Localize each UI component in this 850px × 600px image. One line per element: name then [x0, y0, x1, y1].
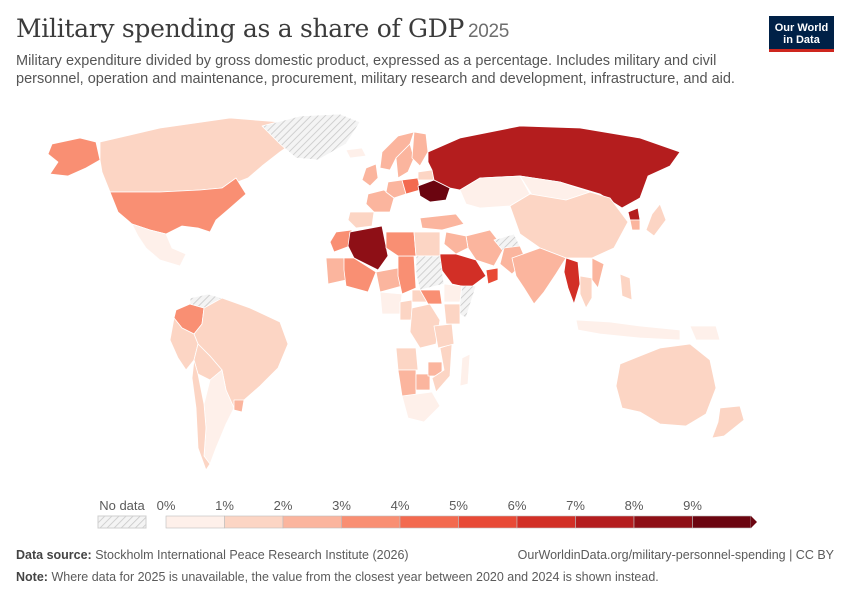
- region-uruguay[interactable]: [233, 399, 245, 413]
- region-philippines[interactable]: [619, 273, 633, 301]
- title-text: Military spending as a share of GDP: [16, 14, 464, 43]
- region-botswana[interactable]: [415, 373, 431, 391]
- logo-line-1: Our World: [774, 22, 829, 34]
- world-map: [47, 113, 745, 471]
- legend-tick-label: 9%: [683, 498, 702, 513]
- owid-logo[interactable]: Our World in Data: [769, 16, 834, 52]
- source-text: Stockholm International Peace Research I…: [95, 548, 409, 562]
- region-sudan[interactable]: [415, 255, 445, 291]
- legend-bin-9[interactable]: [692, 515, 752, 529]
- data-source: Data source: Stockholm International Pea…: [16, 548, 409, 562]
- region-alaska[interactable]: [47, 137, 101, 177]
- region-iceland[interactable]: [345, 147, 367, 159]
- legend-bin-8[interactable]: [633, 515, 693, 529]
- region-myanmar[interactable]: [563, 257, 581, 305]
- region-france[interactable]: [365, 189, 395, 213]
- region-spain[interactable]: [347, 211, 375, 229]
- region-canada[interactable]: [99, 117, 301, 193]
- chart-title: Military spending as a share of GDP 2025: [16, 14, 509, 43]
- region-finland[interactable]: [411, 131, 429, 167]
- region-kenya[interactable]: [443, 303, 461, 325]
- region-angola[interactable]: [395, 347, 419, 371]
- region-morocco[interactable]: [329, 229, 353, 253]
- legend-tick-label: 4%: [391, 498, 410, 513]
- region-south-sudan[interactable]: [419, 289, 443, 305]
- region-namibia[interactable]: [397, 369, 417, 397]
- region-united-kingdom[interactable]: [361, 163, 379, 187]
- legend-tick-label: 7%: [566, 498, 585, 513]
- legend-bin-1[interactable]: [224, 515, 284, 529]
- region-somalia[interactable]: [455, 285, 477, 319]
- source-url[interactable]: OurWorldinData.org/military-personnel-sp…: [517, 548, 834, 562]
- legend-tick-label: 0%: [157, 498, 176, 513]
- region-papua-new-guinea[interactable]: [689, 325, 721, 341]
- legend-tick-label: 8%: [625, 498, 644, 513]
- note-label: Note:: [16, 570, 48, 584]
- region-greenland[interactable]: [261, 113, 361, 161]
- region-thailand[interactable]: [579, 275, 593, 309]
- legend-tick-label: 1%: [215, 498, 234, 513]
- region-mauritania[interactable]: [325, 257, 347, 285]
- color-legend: No data 0% 1% 2% 3% 4% 5% 6% 7% 8% 9%: [97, 498, 757, 529]
- region-new-zealand[interactable]: [711, 405, 745, 439]
- legend-bin-4[interactable]: [399, 515, 459, 529]
- region-tanzania[interactable]: [433, 323, 455, 349]
- region-australia[interactable]: [615, 343, 717, 427]
- legend-tick-label: 6%: [508, 498, 527, 513]
- region-chad[interactable]: [397, 255, 417, 295]
- note: Note: Where data for 2025 is unavailable…: [16, 570, 659, 584]
- region-japan[interactable]: [645, 203, 667, 237]
- region-dr-congo[interactable]: [409, 303, 441, 349]
- region-mali[interactable]: [343, 257, 377, 293]
- region-south-korea[interactable]: [629, 219, 641, 231]
- legend-bin-5[interactable]: [458, 515, 518, 529]
- note-text: Where data for 2025 is unavailable, the …: [51, 570, 659, 584]
- region-chile[interactable]: [191, 359, 211, 471]
- legend-no-data-label: No data: [99, 498, 145, 513]
- legend-arrow: [751, 516, 757, 528]
- legend-bin-3[interactable]: [341, 515, 401, 529]
- title-year: 2025: [467, 21, 510, 42]
- legend-no-data-swatch[interactable]: [97, 515, 147, 529]
- chart-subtitle: Military expenditure divided by gross do…: [16, 53, 735, 87]
- region-turkey[interactable]: [419, 213, 465, 231]
- region-madagascar[interactable]: [459, 353, 471, 387]
- region-vietnam[interactable]: [591, 257, 605, 289]
- region-libya[interactable]: [385, 231, 417, 257]
- region-oman[interactable]: [485, 267, 499, 285]
- region-belarus[interactable]: [417, 169, 435, 181]
- region-nigeria[interactable]: [379, 291, 403, 315]
- legend-bin-2[interactable]: [282, 515, 342, 529]
- legend-bin-6[interactable]: [516, 515, 576, 529]
- region-algeria[interactable]: [347, 225, 389, 271]
- region-china[interactable]: [509, 191, 629, 259]
- region-cameroon[interactable]: [399, 299, 413, 321]
- region-north-korea[interactable]: [627, 207, 641, 221]
- region-south-africa[interactable]: [401, 391, 441, 423]
- legend-tick-label: 2%: [274, 498, 293, 513]
- legend-tick-label: 3%: [332, 498, 351, 513]
- region-india[interactable]: [511, 247, 567, 305]
- region-iraq[interactable]: [443, 231, 469, 255]
- legend-tick-label: 5%: [449, 498, 468, 513]
- region-sweden[interactable]: [395, 143, 415, 179]
- region-indonesia[interactable]: [575, 319, 681, 341]
- region-mexico[interactable]: [131, 223, 187, 267]
- region-egypt[interactable]: [413, 231, 441, 257]
- legend-bin-0[interactable]: [165, 515, 225, 529]
- source-label: Data source:: [16, 548, 92, 562]
- region-germany[interactable]: [385, 179, 407, 199]
- legend-bin-7[interactable]: [575, 515, 635, 529]
- logo-line-2: in Data: [783, 34, 820, 46]
- region-ethiopia[interactable]: [443, 283, 463, 303]
